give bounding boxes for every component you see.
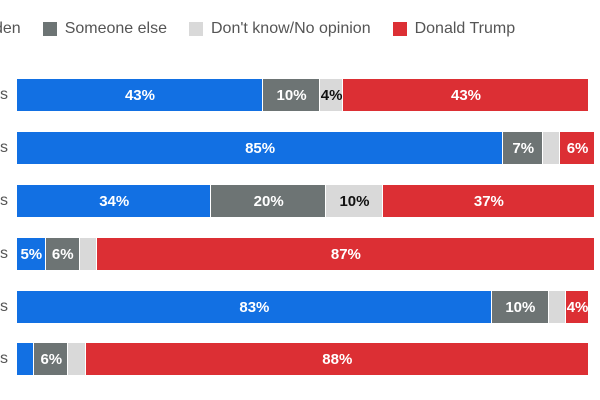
data-label: 43% xyxy=(124,86,155,104)
bar-segment xyxy=(383,185,595,217)
bar-segment xyxy=(320,79,344,111)
data-label: 6% xyxy=(51,245,74,263)
data-label: 88% xyxy=(322,350,353,368)
data-label: 43% xyxy=(450,86,482,104)
data-label: 20% xyxy=(253,192,284,210)
legend-item-biden: den xyxy=(0,20,21,38)
bar-segment xyxy=(45,238,80,270)
bar-segment xyxy=(566,291,589,323)
legend-label: Someone else xyxy=(64,20,167,37)
data-label: 6% xyxy=(40,350,63,368)
category-label: s xyxy=(0,298,8,315)
legend-item-dont-know: Don't know/No opinion xyxy=(189,20,371,38)
bar-segment xyxy=(17,291,492,323)
bar-segment xyxy=(503,132,544,164)
category-label: s xyxy=(0,245,8,262)
data-label: 10% xyxy=(276,86,307,104)
data-label: 5% xyxy=(20,245,43,263)
legend-item-donald-trump: Donald Trump xyxy=(392,20,516,38)
category-label: s xyxy=(0,139,8,156)
bar-segment xyxy=(17,238,46,270)
bar-segment xyxy=(34,343,69,375)
data-label: 37% xyxy=(473,192,504,210)
bar-segment xyxy=(343,79,589,111)
data-label: 34% xyxy=(99,192,130,210)
legend-label: Donald Trump xyxy=(414,20,516,37)
category-label: s xyxy=(0,350,8,367)
bar-segment xyxy=(262,79,321,111)
legend-swatch xyxy=(42,22,57,36)
data-label: 4% xyxy=(566,298,589,316)
bar-segment xyxy=(560,132,595,164)
data-label: 10% xyxy=(339,192,370,210)
legend-label: den xyxy=(0,20,21,37)
data-label: 4% xyxy=(320,86,343,104)
data-label: 87% xyxy=(330,245,361,263)
category-label: s xyxy=(0,86,8,103)
category-label: s xyxy=(0,192,8,209)
bar-segment xyxy=(325,185,384,217)
data-label: 83% xyxy=(239,298,270,316)
data-label: 85% xyxy=(245,139,276,157)
bar-segment xyxy=(85,343,589,375)
bar-segment xyxy=(17,79,263,111)
data-label: 7% xyxy=(512,139,535,157)
legend-label: Don't know/No opinion xyxy=(211,20,371,37)
bar-segment xyxy=(211,185,326,217)
bar-segment xyxy=(68,343,86,375)
bar-segment xyxy=(17,185,212,217)
legend-swatch xyxy=(189,22,203,36)
legend: den Someone else Don't know/No opinion D… xyxy=(0,20,537,38)
bar-segment xyxy=(491,291,549,323)
bar-segment xyxy=(97,238,595,270)
bar-segment xyxy=(17,132,504,164)
data-label: 10% xyxy=(505,298,536,316)
data-label: 6% xyxy=(566,139,589,157)
bar-segment xyxy=(79,238,98,270)
legend-swatch xyxy=(392,22,407,36)
bar-segment xyxy=(17,343,35,375)
bar-segment xyxy=(548,291,567,323)
bar-segment xyxy=(543,132,561,164)
legend-item-someone-else: Someone else xyxy=(42,20,167,38)
